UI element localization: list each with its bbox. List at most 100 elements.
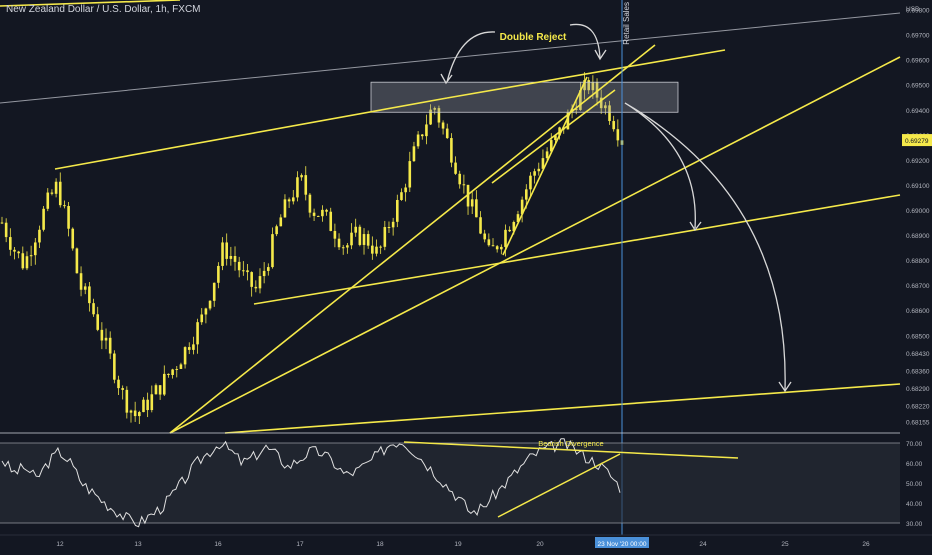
cursor-time-label: 23 Nov '20 00:00: [598, 541, 647, 548]
candle-body: [579, 90, 582, 110]
price-tick: 0.68360: [906, 368, 930, 375]
candle-body: [441, 122, 445, 129]
candle-body: [504, 229, 507, 247]
candle-body: [233, 256, 237, 262]
candle-body: [67, 205, 70, 229]
candle-body: [591, 82, 595, 91]
candle-body: [29, 255, 33, 257]
candle-body: [83, 286, 87, 290]
price-tick: 0.68155: [906, 420, 930, 427]
time-tick: 24: [699, 541, 707, 548]
candle-body: [379, 246, 382, 248]
candle-body: [183, 347, 187, 365]
price-tick: 0.68430: [906, 351, 930, 358]
candle-body: [358, 226, 362, 245]
candle-body: [17, 251, 20, 254]
candle-body: [38, 229, 41, 243]
candle-body: [583, 80, 586, 91]
candle-body: [138, 412, 141, 417]
candle-body: [96, 314, 100, 330]
candle-body: [225, 242, 228, 259]
candle-body: [42, 208, 45, 230]
candle-body: [516, 214, 520, 223]
channel-line: [0, 12, 901, 104]
trendline: [169, 56, 901, 434]
candle-body: [433, 108, 437, 110]
candle-body: [308, 194, 312, 213]
oscillator-tick: 70.00: [906, 441, 923, 448]
projection-arrow-long: [624, 102, 786, 391]
candle-body: [312, 212, 316, 216]
candles-layer: [0, 72, 624, 425]
candle-body: [400, 192, 403, 200]
candle-body: [354, 226, 357, 233]
trendline: [224, 383, 901, 434]
candle-body: [566, 112, 570, 130]
oscillator-tick: 60.00: [906, 461, 923, 468]
candle-body: [200, 314, 204, 323]
trendline: [446, 49, 726, 99]
candle-body: [325, 209, 328, 212]
candle-body: [454, 162, 457, 174]
candle-body: [146, 399, 149, 411]
candle-body: [450, 138, 453, 163]
double-reject-arc-left: [446, 31, 496, 83]
time-tick: 17: [296, 541, 304, 548]
candle-body: [79, 273, 83, 290]
candle-body: [212, 282, 216, 301]
double-reject-arrowhead: [440, 73, 453, 85]
candle-body: [375, 246, 378, 254]
oscillator-tick: 50.00: [906, 481, 923, 488]
candle-body: [537, 168, 541, 172]
oscillator-tick: 40.00: [906, 501, 923, 508]
double-reject-arrowhead: [594, 49, 607, 61]
time-tick: 16: [214, 541, 222, 548]
candle-body: [437, 108, 441, 123]
price-tick: 0.68700: [906, 283, 930, 290]
candle-body: [21, 253, 25, 269]
candle-body: [545, 151, 549, 159]
candle-body: [192, 344, 195, 350]
retail-sales-label: Retail Sales: [622, 2, 631, 45]
time-tick: 20: [536, 541, 544, 548]
candle-body: [412, 146, 416, 162]
candle-body: [616, 129, 620, 141]
candle-body: [108, 337, 112, 354]
candle-body: [512, 222, 516, 232]
candle-body: [104, 337, 108, 341]
candle-body: [246, 270, 249, 273]
candle-body: [133, 410, 137, 417]
trendline: [169, 44, 656, 434]
candle-body: [63, 205, 66, 207]
divergence-line-bottom: [497, 453, 621, 518]
price-tick: 0.68900: [906, 233, 930, 240]
candle-body: [350, 232, 353, 246]
candle-body: [366, 234, 370, 246]
time-tick: 12: [56, 541, 64, 548]
price-tick: 0.69200: [906, 158, 930, 165]
candle-body: [50, 192, 54, 194]
candle-body: [533, 171, 536, 176]
candle-body: [612, 121, 615, 130]
candle-body: [237, 261, 241, 271]
candle-body: [599, 97, 603, 109]
last-price-marker: [902, 134, 932, 147]
candle-body: [121, 388, 124, 390]
time-tick: 19: [454, 541, 462, 548]
candle-body: [524, 189, 528, 200]
time-tick: 13: [134, 541, 142, 548]
candle-body: [391, 221, 395, 228]
candle-body: [125, 389, 129, 413]
candle-body: [608, 105, 611, 122]
candle-body: [58, 181, 62, 206]
candle-body: [420, 134, 424, 137]
candle-body: [300, 175, 303, 178]
candle-body: [187, 347, 191, 350]
candle-body: [54, 181, 58, 194]
candle-body: [287, 199, 291, 202]
price-tick: 0.68600: [906, 308, 930, 315]
candle-body: [13, 249, 16, 252]
